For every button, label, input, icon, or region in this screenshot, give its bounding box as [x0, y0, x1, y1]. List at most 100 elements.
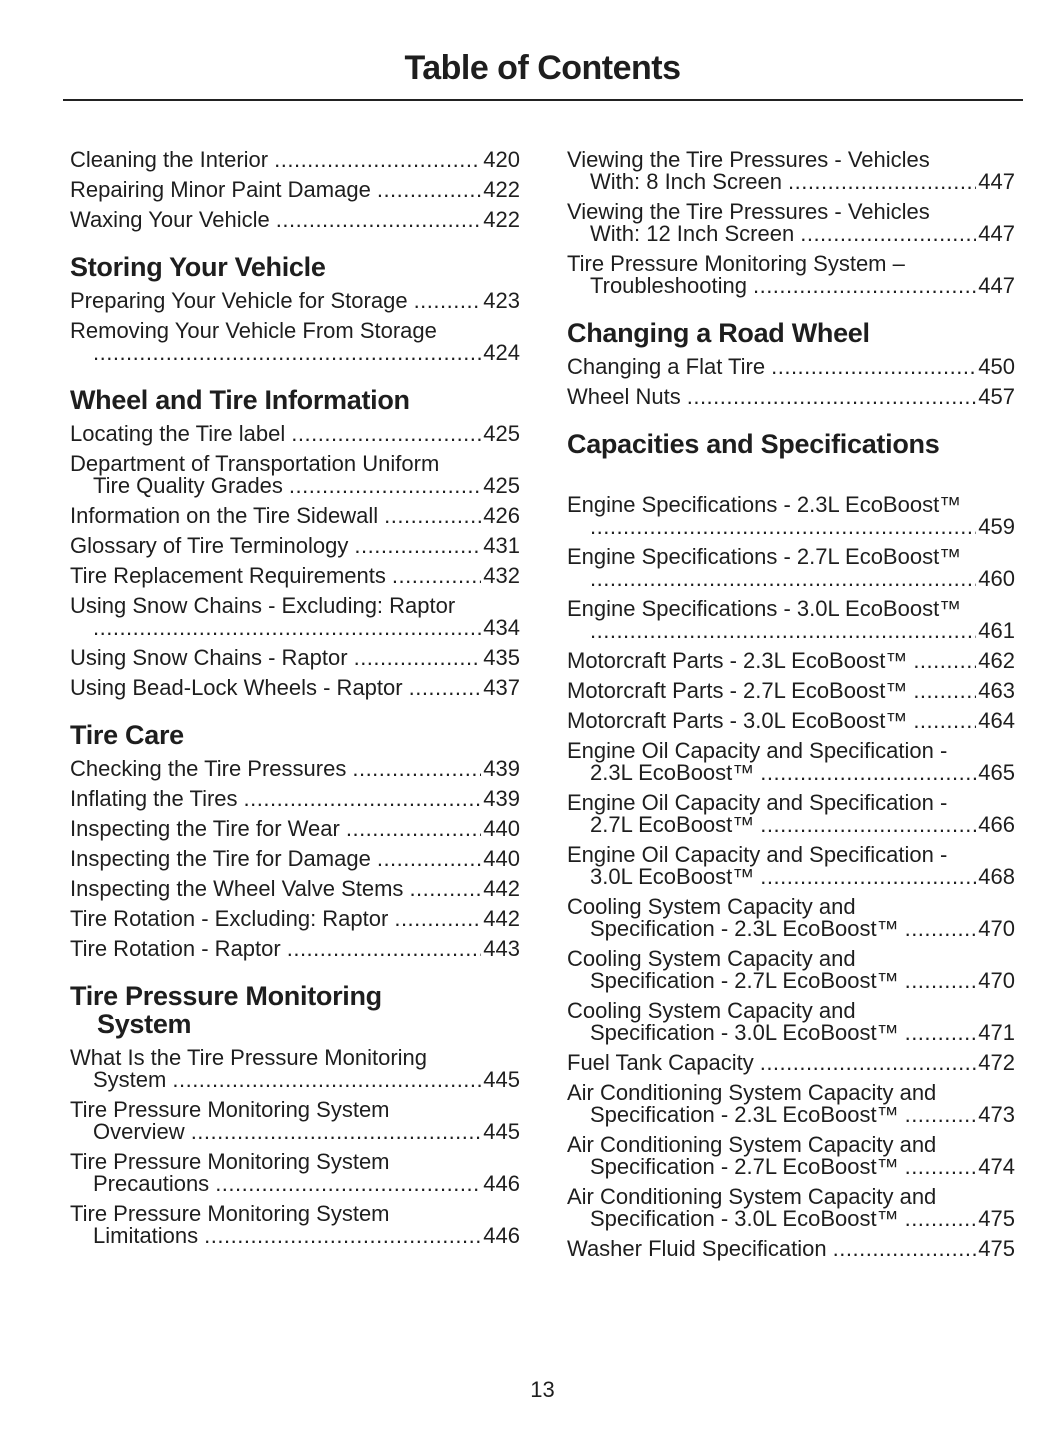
toc-entry-title[interactable]: Limitations: [93, 1223, 199, 1248]
toc-entry-page[interactable]: 464: [978, 708, 1015, 733]
toc-entry-title[interactable]: Preparing Your Vehicle for Storage: [70, 288, 408, 313]
toc-entry-title[interactable]: Cleaning the Interior: [70, 147, 269, 172]
toc-entry-title[interactable]: Fuel Tank Capacity: [567, 1050, 754, 1075]
toc-entry-title[interactable]: Department of Transportation Uniform: [70, 451, 440, 476]
toc-entry-title[interactable]: Tire Pressure Monitoring System: [70, 1201, 390, 1226]
toc-entry-title[interactable]: Air Conditioning System Capacity and: [567, 1080, 937, 1105]
toc-entry-page[interactable]: 447: [978, 169, 1015, 194]
toc-entry[interactable]: Using Snow Chains - Raptor..............…: [70, 647, 520, 669]
toc-entry[interactable]: Tire Pressure Monitoring System Precautio…: [70, 1151, 520, 1195]
toc-entry[interactable]: Motorcraft Parts - 2.3L EcoBoost™.......…: [567, 650, 1015, 672]
toc-entry-page[interactable]: 450: [978, 354, 1015, 379]
toc-entry-page[interactable]: 440: [483, 846, 520, 871]
toc-entry-title[interactable]: Locating the Tire label: [70, 421, 286, 446]
toc-entry-page[interactable]: 447: [978, 221, 1015, 246]
toc-entry-title[interactable]: Tire Rotation - Excluding: Raptor: [70, 906, 389, 931]
toc-entry-title[interactable]: Tire Pressure Monitoring System –: [567, 251, 905, 276]
toc-entry[interactable]: Air Conditioning System Capacity and Spec…: [567, 1186, 1015, 1230]
toc-entry-page[interactable]: 459: [978, 514, 1015, 539]
toc-entry-page[interactable]: 422: [483, 207, 520, 232]
toc-entry-title[interactable]: Specification - 3.0L EcoBoost™: [590, 1020, 899, 1045]
toc-entry[interactable]: Engine Specifications - 3.0L EcoBoost™..…: [567, 598, 1015, 642]
toc-entry-page[interactable]: 465: [978, 760, 1015, 785]
toc-entry-page[interactable]: 443: [483, 936, 520, 961]
toc-entry-title[interactable]: Inspecting the Tire for Damage: [70, 846, 371, 871]
toc-entry[interactable]: Tire Rotation - Raptor..................…: [70, 938, 520, 960]
toc-entry[interactable]: Changing a Flat Tire....................…: [567, 356, 1015, 378]
toc-entry-title[interactable]: Viewing the Tire Pressures - Vehicles: [567, 199, 930, 224]
toc-entry-page[interactable]: 431: [483, 533, 520, 558]
toc-entry-page[interactable]: 463: [978, 678, 1015, 703]
toc-entry-title[interactable]: Inflating the Tires: [70, 786, 238, 811]
toc-entry-page[interactable]: 439: [483, 756, 520, 781]
toc-entry-title[interactable]: Precautions: [93, 1171, 210, 1196]
toc-entry-title[interactable]: Motorcraft Parts - 2.7L EcoBoost™: [567, 678, 908, 703]
toc-entry-title[interactable]: Specification - 2.7L EcoBoost™: [590, 968, 899, 993]
toc-entry-title[interactable]: With: 12 Inch Screen: [590, 221, 795, 246]
toc-entry-title[interactable]: Viewing the Tire Pressures - Vehicles: [567, 147, 930, 172]
toc-entry[interactable]: What Is the Tire Pressure Monitoring Syst…: [70, 1047, 520, 1091]
toc-entry-title[interactable]: Specification - 3.0L EcoBoost™: [590, 1206, 899, 1231]
toc-entry[interactable]: Cooling System Capacity and Specification…: [567, 896, 1015, 940]
toc-entry-page[interactable]: 432: [483, 563, 520, 588]
toc-entry-title[interactable]: Wheel Nuts: [567, 384, 681, 409]
toc-entry-title[interactable]: Tire Pressure Monitoring System: [70, 1097, 390, 1122]
toc-entry-page[interactable]: 439: [483, 786, 520, 811]
toc-entry-title[interactable]: Overview: [93, 1119, 185, 1144]
toc-entry-title[interactable]: Tire Replacement Requirements: [70, 563, 386, 588]
toc-entry-page[interactable]: 461: [978, 618, 1015, 643]
toc-entry[interactable]: Air Conditioning System Capacity and Spec…: [567, 1134, 1015, 1178]
toc-entry-page[interactable]: 468: [978, 864, 1015, 889]
toc-entry-page[interactable]: 424: [483, 340, 520, 365]
toc-entry[interactable]: Fuel Tank Capacity......................…: [567, 1052, 1015, 1074]
toc-entry-page[interactable]: 446: [483, 1223, 520, 1248]
toc-entry-page[interactable]: 470: [978, 968, 1015, 993]
toc-entry-page[interactable]: 474: [978, 1154, 1015, 1179]
toc-entry-title[interactable]: Cooling System Capacity and: [567, 894, 856, 919]
toc-entry[interactable]: Preparing Your Vehicle for Storage......…: [70, 290, 520, 312]
toc-entry[interactable]: Waxing Your Vehicle.....................…: [70, 209, 520, 231]
toc-entry[interactable]: Engine Oil Capacity and Specification -2…: [567, 792, 1015, 836]
toc-entry[interactable]: Motorcraft Parts - 2.7L EcoBoost™.......…: [567, 680, 1015, 702]
toc-entry[interactable]: Washer Fluid Specification..............…: [567, 1238, 1015, 1260]
toc-entry-title[interactable]: What Is the Tire Pressure Monitoring: [70, 1045, 428, 1070]
toc-entry-title[interactable]: System: [93, 1067, 167, 1092]
toc-entry[interactable]: Engine Specifications - 2.3L EcoBoost™..…: [567, 494, 1015, 538]
toc-entry-page[interactable]: 445: [483, 1067, 520, 1092]
toc-entry-title[interactable]: Engine Oil Capacity and Specification -: [567, 842, 948, 867]
toc-entry[interactable]: Inflating the Tires.....................…: [70, 788, 520, 810]
toc-entry-title[interactable]: Air Conditioning System Capacity and: [567, 1184, 937, 1209]
toc-entry-page[interactable]: 442: [483, 876, 520, 901]
toc-entry[interactable]: Information on the Tire Sidewall........…: [70, 505, 520, 527]
toc-entry-page[interactable]: 434: [483, 615, 520, 640]
toc-entry-title[interactable]: Air Conditioning System Capacity and: [567, 1132, 937, 1157]
toc-entry[interactable]: Repairing Minor Paint Damage............…: [70, 179, 520, 201]
toc-entry[interactable]: Tire Pressure Monitoring System – Trouble…: [567, 253, 1015, 297]
toc-entry[interactable]: Tire Rotation - Excluding: Raptor.......…: [70, 908, 520, 930]
toc-entry[interactable]: Viewing the Tire Pressures - Vehicles Wit…: [567, 149, 1015, 193]
toc-entry-title[interactable]: Specification - 2.7L EcoBoost™: [590, 1154, 899, 1179]
toc-entry[interactable]: Viewing the Tire Pressures - Vehicles Wit…: [567, 201, 1015, 245]
toc-entry-page[interactable]: 457: [978, 384, 1015, 409]
toc-entry-title[interactable]: Washer Fluid Specification: [567, 1236, 827, 1261]
toc-entry-title[interactable]: Motorcraft Parts - 2.3L EcoBoost™: [567, 648, 908, 673]
toc-entry-page[interactable]: 447: [978, 273, 1015, 298]
toc-entry-title[interactable]: Engine Specifications - 2.7L EcoBoost™: [567, 544, 962, 569]
toc-entry-title[interactable]: 3.0L EcoBoost™: [590, 864, 755, 889]
toc-entry[interactable]: Engine Oil Capacity and Specification -2…: [567, 740, 1015, 784]
toc-entry-title[interactable]: Removing Your Vehicle From Storage: [70, 318, 437, 343]
toc-entry[interactable]: Motorcraft Parts - 3.0L EcoBoost™.......…: [567, 710, 1015, 732]
toc-entry[interactable]: Engine Specifications - 2.7L EcoBoost™..…: [567, 546, 1015, 590]
toc-entry-title[interactable]: 2.7L EcoBoost™: [590, 812, 755, 837]
toc-entry-page[interactable]: 472: [978, 1050, 1015, 1075]
toc-entry[interactable]: Cleaning the Interior...................…: [70, 149, 520, 171]
toc-entry-title[interactable]: Using Snow Chains - Raptor: [70, 645, 348, 670]
toc-entry-page[interactable]: 440: [483, 816, 520, 841]
toc-entry-title[interactable]: Cooling System Capacity and: [567, 946, 856, 971]
toc-entry[interactable]: Inspecting the Wheel Valve Stems........…: [70, 878, 520, 900]
toc-entry[interactable]: Checking the Tire Pressures.............…: [70, 758, 520, 780]
toc-entry[interactable]: Glossary of Tire Terminology............…: [70, 535, 520, 557]
toc-entry-page[interactable]: 422: [483, 177, 520, 202]
toc-entry-title[interactable]: With: 8 Inch Screen: [590, 169, 782, 194]
toc-entry[interactable]: Inspecting the Tire for Wear............…: [70, 818, 520, 840]
